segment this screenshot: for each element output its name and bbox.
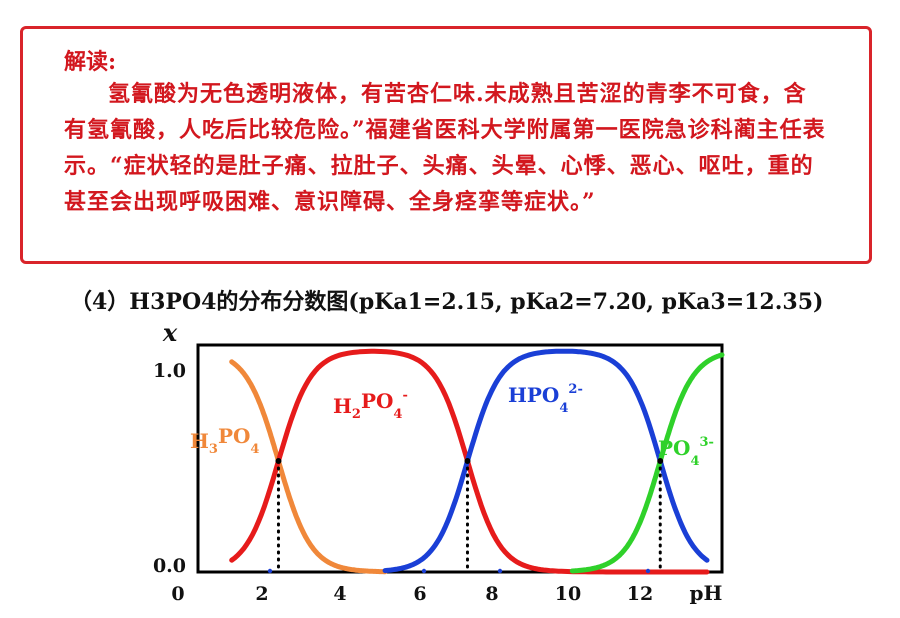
axis-dot-1 [267,568,273,574]
x-tick-label-0: 0 [171,583,184,605]
note-box [20,26,872,264]
note-heading: 解读: [64,49,117,75]
x-axis-label: pH [690,581,723,605]
figure-caption: （4）H3PO4的分布分数图(pKa1=2.15, pKa2=7.20, pKa… [70,289,824,315]
x-tick-label-4: 4 [333,583,346,605]
series-label-h2po4: H2PO4- [333,388,408,422]
series-line-h2po4 [229,348,710,575]
series-line-h3po4 [229,359,388,575]
x-tick-label-12: 12 [627,583,653,605]
series-label-po43: PO43- [658,435,714,469]
series-line-po43 [569,352,725,574]
crossing-point-1 [275,458,282,464]
y-tick-label-1.0: 1.0 [153,360,186,382]
x-tick-label-8: 8 [485,583,498,605]
crossing-point-3 [657,458,664,464]
plot-frame [196,343,724,574]
y-axis-label: x [162,318,178,347]
x-tick-label-2: 2 [255,583,268,605]
series-label-hpo42: HPO42- [508,382,583,416]
axis-dot-3 [497,568,503,574]
axis-dot-4 [645,568,651,574]
x-tick-label-6: 6 [413,583,426,605]
x-tick-label-10: 10 [555,583,581,605]
crossing-point-2 [464,458,471,464]
axis-dot-2 [421,568,427,574]
y-tick-label-0.0: 0.0 [153,555,186,577]
series-label-h3po4: H3PO4 [190,424,259,457]
note-body: 氢氰酸为无色透明液体，有苦杏仁味.未成熟且苦涩的青李不可食，含有氢氰酸，人吃后比… [64,81,826,215]
series-line-hpo42 [382,348,710,574]
